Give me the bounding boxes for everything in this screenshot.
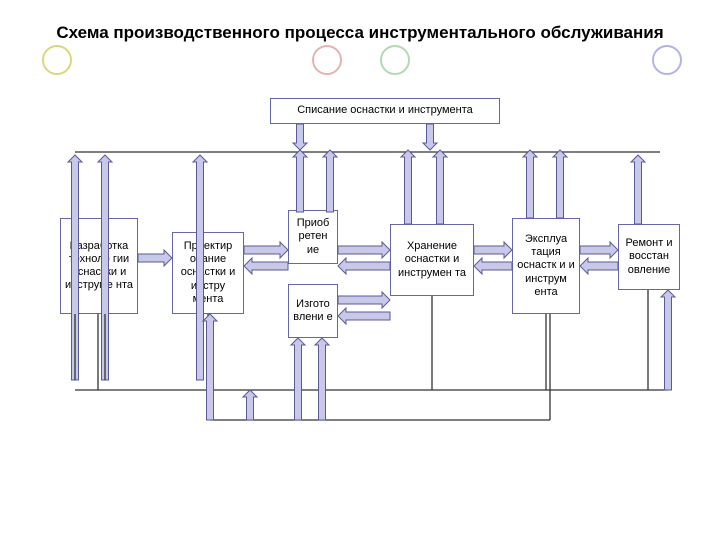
decor-circle-2 bbox=[312, 45, 342, 75]
node-operate: Эксплуа тация оснастк и и инструм ента bbox=[512, 218, 580, 314]
node-develop: Разработка техноло гии оснастки и инстру… bbox=[60, 218, 138, 314]
node-manufacture: Изгото влени е bbox=[288, 284, 338, 338]
node-repair: Ремонт и восстан овление bbox=[618, 224, 680, 290]
decor-circle-1 bbox=[42, 45, 72, 75]
node-design: Проектир ование оснастки и инстру мента bbox=[172, 232, 244, 314]
node-storage: Хранение оснастки и инструмен та bbox=[390, 224, 474, 296]
node-writeoff: Списание оснастки и инструмента bbox=[270, 98, 500, 124]
decor-circle-4 bbox=[652, 45, 682, 75]
page-title: Схема производственного процесса инструм… bbox=[0, 22, 720, 44]
node-acquire: Приоб ретен ие bbox=[288, 210, 338, 264]
decor-circle-3 bbox=[380, 45, 410, 75]
